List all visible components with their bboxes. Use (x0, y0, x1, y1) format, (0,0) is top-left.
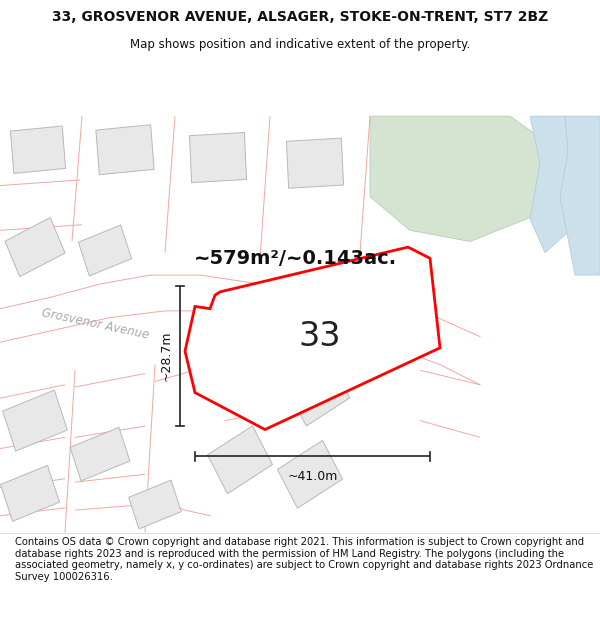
Text: ~28.7m: ~28.7m (160, 331, 173, 381)
Polygon shape (370, 116, 560, 241)
Text: 33, GROSVENOR AVENUE, ALSAGER, STOKE-ON-TRENT, ST7 2BZ: 33, GROSVENOR AVENUE, ALSAGER, STOKE-ON-… (52, 10, 548, 24)
Text: ~579m²/~0.143ac.: ~579m²/~0.143ac. (193, 249, 397, 268)
Polygon shape (208, 426, 272, 494)
Text: 33: 33 (299, 320, 341, 353)
Polygon shape (129, 480, 181, 529)
Polygon shape (5, 217, 65, 277)
Polygon shape (10, 126, 65, 174)
Polygon shape (185, 247, 440, 429)
Polygon shape (277, 441, 343, 508)
Polygon shape (70, 428, 130, 481)
Polygon shape (530, 116, 580, 253)
Polygon shape (190, 132, 247, 182)
Text: Map shows position and indicative extent of the property.: Map shows position and indicative extent… (130, 39, 470, 51)
Text: ~41.0m: ~41.0m (287, 470, 338, 483)
Polygon shape (286, 359, 350, 426)
Text: Grosvenor Avenue: Grosvenor Avenue (40, 307, 150, 342)
Polygon shape (1, 466, 59, 521)
Polygon shape (217, 342, 280, 409)
Polygon shape (560, 116, 600, 275)
Polygon shape (2, 390, 67, 451)
Polygon shape (286, 138, 344, 188)
Polygon shape (79, 225, 131, 276)
Polygon shape (96, 125, 154, 175)
Text: Contains OS data © Crown copyright and database right 2021. This information is : Contains OS data © Crown copyright and d… (15, 537, 593, 582)
